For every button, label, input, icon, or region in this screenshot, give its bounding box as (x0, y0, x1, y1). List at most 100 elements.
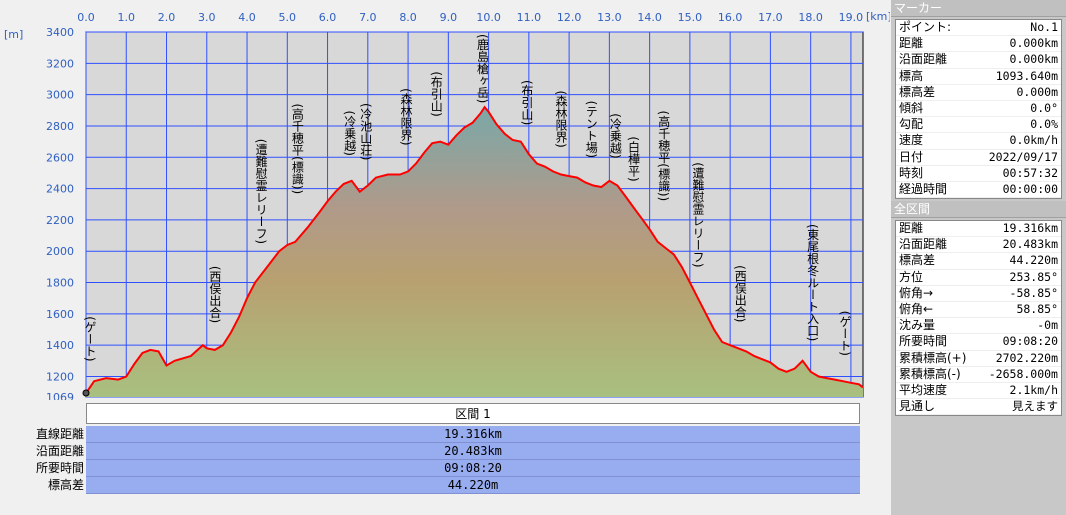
info-row: 時刻 00:57:32 (896, 166, 1061, 182)
x-tick-label: 6.0 (319, 11, 337, 24)
section-row: 直線距離 19.316km (0, 426, 862, 443)
section-table: 直線距離 19.316km 沿面距離 20.483km 所要時間 09:08:20 標高差 4… (0, 426, 862, 494)
x-tick-label: 7.0 (359, 11, 377, 24)
info-row: 勾配 0.0% (896, 117, 1061, 134)
info-value: 0.000m (1016, 84, 1058, 99)
waypoint-label: (冷池山荘) (359, 103, 373, 160)
info-label: 沿面距離 (899, 52, 948, 67)
info-label: 距離 (899, 221, 924, 236)
info-label: 距離 (899, 36, 924, 51)
info-label: 標高差 (899, 84, 936, 99)
info-label: 沿面距離 (899, 237, 948, 252)
x-tick-label: 17.0 (758, 11, 783, 24)
info-label: 見通し (899, 399, 936, 414)
info-value: 2022/09/17 (988, 149, 1058, 164)
x-unit-label: [km] (866, 10, 890, 23)
section-row-value: 19.316km (86, 426, 860, 443)
x-tick-label: 18.0 (798, 11, 823, 24)
waypoint-label: (冷乗越) (608, 113, 622, 158)
info-row: 沿面距離 20.483km (896, 237, 1061, 254)
x-tick-label: 9.0 (440, 11, 458, 24)
waypoint-label: (東尾根冬ルート入口) (806, 224, 820, 341)
info-row: 距離 0.000km (896, 36, 1061, 53)
x-tick-label: 4.0 (238, 11, 256, 24)
info-value: -0m (1037, 318, 1058, 333)
info-row: 沿面距離 0.000km (896, 52, 1061, 69)
x-tick-label: 10.0 (476, 11, 501, 24)
x-tick-label: 2.0 (158, 11, 176, 24)
info-row: 標高差 0.000m (896, 85, 1061, 101)
section-row-label: 所要時間 (35, 461, 84, 475)
section-row-label: 標高差 (47, 478, 84, 492)
info-label: 速度 (899, 133, 924, 148)
total-title: 全区間 (891, 201, 1066, 219)
y-tick-label: 3000 (46, 89, 74, 102)
waypoint-label: (森林限界) (554, 90, 568, 147)
section-row: 所要時間 09:08:20 (0, 460, 862, 477)
info-value: 20.483km (1002, 237, 1058, 252)
info-label: ポイント: (899, 20, 952, 34)
info-value: No.1 (1030, 20, 1058, 34)
info-row: 速度 0.0km/h (896, 133, 1061, 150)
info-label: 傾斜 (899, 100, 924, 115)
info-value: 0.000km (1009, 36, 1058, 51)
info-value: -58.85° (1009, 285, 1058, 300)
info-value: 1093.640m (995, 68, 1058, 83)
info-row: 標高差 44.220m (896, 253, 1061, 270)
waypoint-label: (ゲート) (83, 316, 97, 361)
marker-point[interactable] (82, 389, 90, 397)
info-value: 0.000km (1009, 52, 1058, 67)
y-tick-label: 2200 (46, 214, 74, 227)
info-value: 見えます (1012, 399, 1058, 414)
marker-info-box: ポイント: No.1 距離 0.000km 沿面距離 0.000km 標高 1093.640m… (895, 19, 1062, 200)
info-row: 距離 19.316km (896, 221, 1061, 238)
info-row: 累積標高(-) -2658.000m (896, 367, 1061, 383)
waypoint-label: (西俣出合) (733, 265, 747, 322)
waypoint-label: (高千穂平(標識)) (657, 111, 671, 202)
marker-title: マーカー (891, 0, 1066, 17)
x-tick-label: 8.0 (399, 11, 417, 24)
total-info-box: 距離 19.316km 沿面距離 20.483km 標高差 44.220m 方位 253.85… (895, 220, 1062, 417)
y-tick-label: 1069 (46, 391, 74, 400)
info-value: 0.0km/h (1009, 133, 1058, 148)
waypoint-label: (白樺平) (627, 136, 641, 181)
x-tick-label: 3.0 (198, 11, 216, 24)
y-tick-label: 1600 (46, 308, 74, 321)
info-label: 時刻 (899, 165, 924, 180)
y-tick-label: 2800 (46, 120, 74, 133)
waypoint-label: (鹿島槍ヶ岳) (476, 34, 490, 103)
info-row: 平均速度 2.1km/h (896, 383, 1061, 400)
elevation-profile-chart: 0.0 1.0 2.0 3.0 4.0 5.0 6.0 7.0 8.0 9.0 10.0 11.0 12… (4, 10, 890, 400)
waypoint-label: (布引山) (520, 80, 534, 125)
waypoint-label: (布引山) (429, 71, 443, 116)
section-row-value: 44.220m (86, 477, 860, 494)
x-tick-label: 5.0 (279, 11, 297, 24)
waypoint-label: (高千穂平(標識)) (290, 103, 304, 194)
x-tick-label: 13.0 (597, 11, 622, 24)
section-row: 沿面距離 20.483km (0, 443, 862, 460)
x-tick-label: 1.0 (118, 11, 136, 24)
info-row: 日付 2022/09/17 (896, 150, 1061, 166)
y-tick-label: 1400 (46, 339, 74, 352)
info-value: 00:00:00 (1002, 181, 1058, 196)
waypoint-label: (冷乗越) (343, 111, 357, 156)
waypoint-label: (ゲート) (838, 311, 852, 356)
elevation-area (86, 107, 863, 397)
info-value: 2702.220m (995, 350, 1058, 365)
info-value: 0.0% (1030, 117, 1058, 132)
info-row: 標高 1093.640m (896, 69, 1061, 85)
info-label: 俯角→ (899, 285, 934, 300)
info-row: 所要時間 09:08:20 (896, 334, 1061, 351)
info-label: 所要時間 (899, 334, 948, 349)
info-value: 19.316km (1002, 221, 1058, 236)
y-tick-label: 1200 (46, 370, 74, 383)
info-value: 44.220m (1009, 253, 1058, 268)
section-header: 区間 1 (86, 403, 860, 424)
waypoint-label: (遭難慰霊レリーフ) (254, 139, 268, 244)
waypoint-label: (遭難慰霊レリーフ) (691, 162, 705, 267)
y-tick-label: 3400 (46, 26, 74, 39)
info-label: 経過時間 (899, 181, 948, 196)
section-row-label: 沿面距離 (35, 444, 84, 458)
y-tick-label: 2400 (46, 183, 74, 196)
info-label: 方位 (899, 269, 924, 284)
